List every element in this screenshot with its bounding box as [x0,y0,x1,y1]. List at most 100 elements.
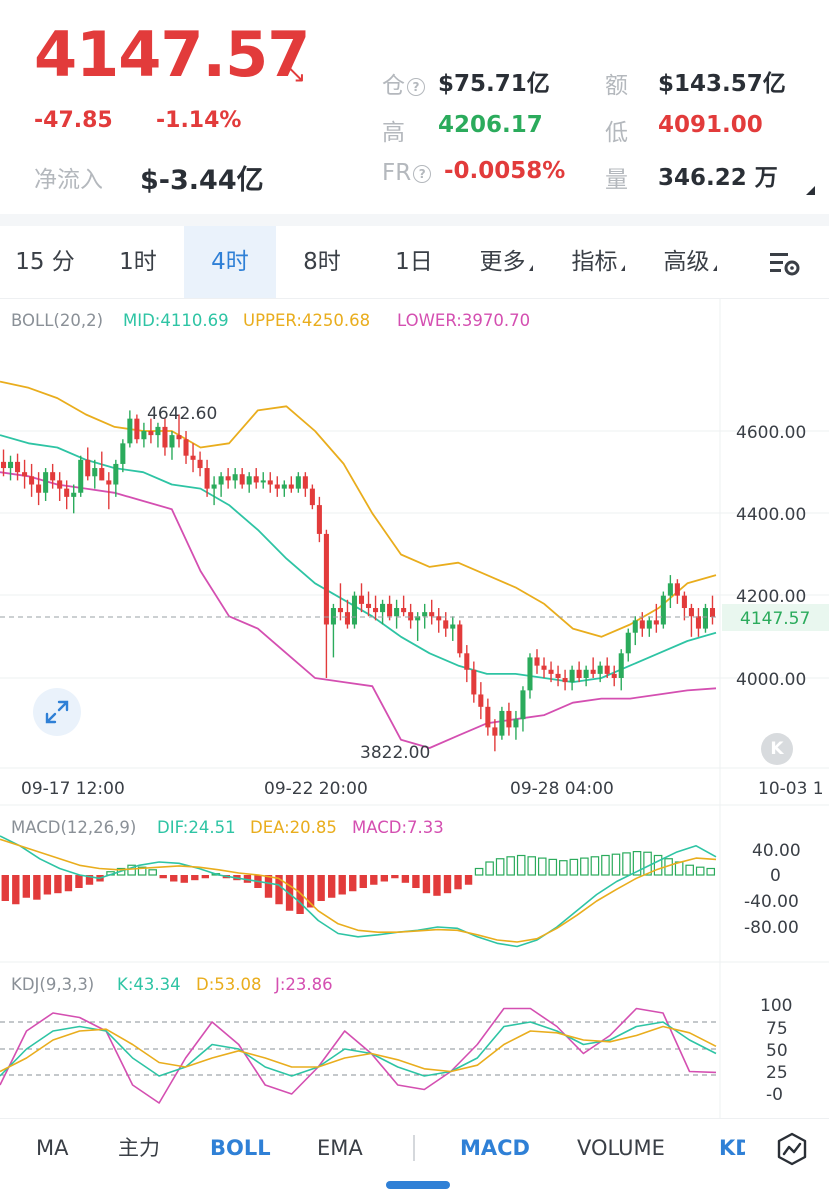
price-chart[interactable]: 4147.57 BOLL(20,2) MID:4110.69 UPPER:425… [0,298,829,1118]
candle-body [415,616,421,621]
kdj-axis-label: 100 [760,996,792,1016]
info-icon[interactable]: ? [407,77,425,96]
expand-stats-icon[interactable] [806,186,815,195]
boll-upper: UPPER:4250.68 [243,311,370,330]
kdj-axis-label: 25 [766,1063,788,1083]
candle-body [373,608,379,613]
turnover-value: $143.57亿 [658,71,786,97]
indicator-volume[interactable]: VOLUME [577,1136,665,1160]
macd-bar [22,875,31,898]
candle-body [653,620,659,625]
candle-body [366,603,372,609]
funding-rate-value: -0.0058% [444,158,566,184]
candle-body [43,472,49,493]
candle-body [450,624,456,629]
expand-chart-icon[interactable] [33,688,81,736]
tab-1h[interactable]: 1时 [119,249,157,275]
tab-8h[interactable]: 8时 [303,249,341,275]
candle-body [464,653,470,670]
indicator-ma[interactable]: MA [36,1136,69,1160]
candle-body [169,435,175,448]
chart-settings-icon[interactable] [750,226,820,298]
boll-bands [0,380,717,749]
candle-body [176,435,182,440]
indicator-ema[interactable]: EMA [317,1136,363,1160]
macd-bar [516,854,526,876]
net-inflow-value: $-3.44亿 [140,165,264,196]
candle-body [625,632,631,654]
drawing-tool-icon[interactable] [772,1129,812,1169]
macd-lines [0,835,717,948]
candle-body [380,603,386,613]
candle-body [688,608,694,617]
price-change: -47.85 [34,108,113,133]
tab-1d[interactable]: 1日 [395,249,433,275]
macd-axis-label: 40.00 [752,841,801,861]
macd-dea: DEA:20.85 [250,818,337,837]
candle-body [702,608,708,629]
macd-bar [495,858,505,876]
candle-body [499,710,505,736]
indicator-main-force[interactable]: 主力 [118,1136,160,1160]
candle-body [478,694,484,707]
candle-body [681,595,687,609]
high-marker: 4642.60 [147,404,217,424]
candle-body [92,468,98,477]
tab-indicators[interactable]: 指标 [552,226,644,298]
macd-bar [338,875,346,895]
candle-body [239,474,245,485]
candle-body [667,583,673,596]
kdj-d-line [0,1025,717,1073]
candle-body [576,669,582,678]
macd-bar [327,875,336,898]
candle-body [197,459,203,469]
info-icon[interactable]: ? [413,164,432,183]
macd-bar [653,854,663,876]
macd-bar [180,875,188,883]
indicator-tab-bar: MA 主力 BOLL EMA MACD VOLUME KD [0,1118,829,1190]
candle-body [57,480,63,489]
indicator-boll[interactable]: BOLL [210,1136,271,1160]
tab-15m[interactable]: 15 分 [15,249,75,275]
candle-body [471,669,477,695]
candle-body [15,461,21,473]
macd-value: MACD:7.33 [352,818,444,837]
low-marker: 3822.00 [360,743,430,763]
candle-body [302,476,308,489]
last-price: 4147.57 [34,18,310,91]
macd-bar [64,875,73,892]
candle-body [709,608,716,618]
macd-bar [548,858,558,876]
kdj-axis-label: -0 [766,1085,783,1105]
tab-advanced[interactable]: 高级 [644,226,736,298]
candle-body [485,706,491,728]
candle-body [590,669,596,674]
indicator-kdj[interactable]: KD [719,1136,745,1160]
macd-bar [380,875,389,882]
candle-body [120,443,126,464]
candle-body [429,612,435,617]
tab-more[interactable]: 更多 [460,226,552,298]
indicator-macd[interactable]: MACD [460,1136,530,1160]
candle-body [555,673,561,678]
macd-bar [85,875,94,885]
boll-upper-line [0,380,717,638]
candle-body [541,665,547,670]
kdj-axis-label: 75 [766,1019,788,1039]
candle-body [639,620,645,629]
macd-bar [537,857,547,876]
tab-4h[interactable]: 4时 [184,226,276,298]
candle-body [253,476,259,483]
boll-lower: LOWER:3970.70 [397,311,530,330]
watermark-logo-icon: K [761,733,793,765]
candle-body [527,657,533,691]
candle-body [211,484,217,489]
boll-mid: MID:4110.69 [123,311,229,330]
macd-bar [601,854,610,876]
candle-body [106,480,112,485]
macd-bar [275,875,283,905]
candle-body [323,533,329,625]
candle-body [295,476,301,489]
current-price-tag-bg [722,604,829,631]
macd-bar [695,866,705,876]
